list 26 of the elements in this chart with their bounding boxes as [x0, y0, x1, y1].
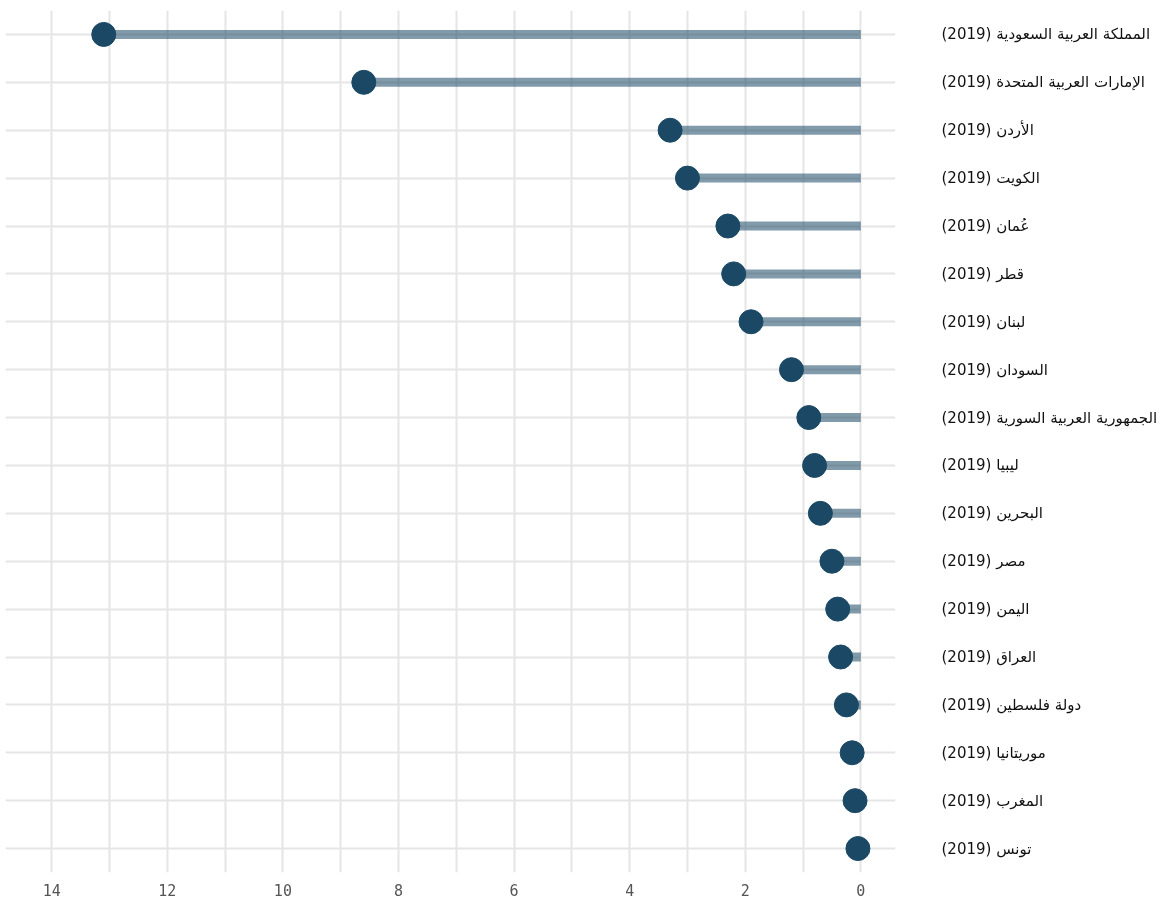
- y-tick-label: اليمن (2019): [941, 600, 1030, 619]
- y-tick-label: دولة فلسطين (2019): [941, 695, 1082, 714]
- y-tick-label: مصر (2019): [941, 552, 1026, 571]
- y-tick-label: موريتانيا (2019): [941, 743, 1046, 762]
- y-tick-label: عُمان (2019): [941, 217, 1030, 235]
- x-tick-label: 4: [625, 881, 635, 900]
- y-tick-label: تونس (2019): [941, 839, 1032, 858]
- y-tick-label: العراق (2019): [941, 648, 1037, 666]
- x-tick-label: 6: [509, 881, 519, 900]
- y-tick-label: قطر (2019): [941, 264, 1024, 283]
- y-tick-label: لبنان (2019): [941, 312, 1026, 331]
- y-tick-label: ليبيا (2019): [941, 456, 1019, 475]
- y-tick-label: الأردن (2019): [941, 120, 1034, 140]
- y-tick-label: الإمارات العربية المتحدة (2019): [941, 73, 1145, 92]
- y-tick-label: السودان (2019): [941, 360, 1048, 379]
- y-tick-label: المغرب (2019): [941, 791, 1044, 810]
- y-tick-label: البحرين (2019): [941, 504, 1043, 523]
- y-tick-label: المملكة العربية السعودية (2019): [941, 25, 1151, 44]
- x-tick-label: 2: [740, 881, 750, 900]
- x-tick-label: 10: [273, 881, 292, 900]
- x-tick-label: 12: [158, 881, 177, 900]
- y-tick-label: الجمهورية العربية السورية (2019): [941, 408, 1158, 427]
- x-tick-label: 14: [42, 881, 61, 900]
- y-tick-label: الكويت (2019): [941, 169, 1040, 188]
- x-tick-label: 8: [393, 881, 403, 900]
- x-tick-label: 0: [856, 881, 866, 900]
